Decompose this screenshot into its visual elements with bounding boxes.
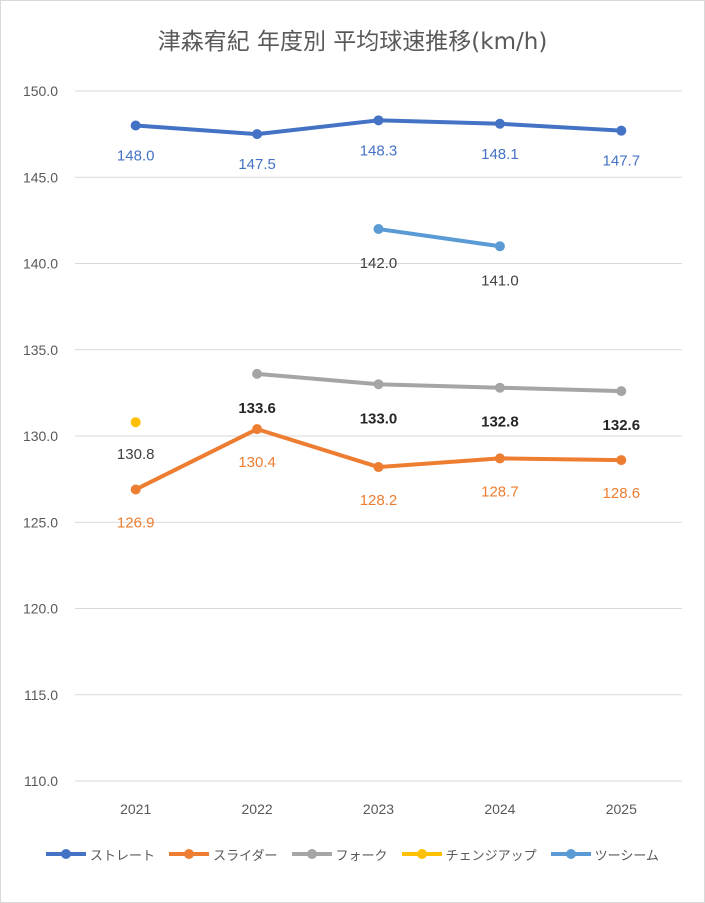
- data-point: [373, 115, 384, 126]
- series-line: [255, 371, 624, 394]
- series-1: [130, 424, 627, 495]
- data-point: [252, 129, 263, 140]
- data-label: 133.0: [360, 410, 398, 427]
- y-tick-label: 130.0: [23, 428, 58, 444]
- legend-label: スライダー: [213, 848, 278, 864]
- data-point: [252, 368, 263, 379]
- data-label: 141.0: [481, 272, 519, 289]
- data-point: [494, 382, 505, 393]
- y-tick-label: 150.0: [23, 83, 58, 99]
- y-tick-label: 110.0: [24, 773, 58, 789]
- data-point: [252, 424, 263, 435]
- x-tick-label: 2021: [120, 801, 151, 817]
- legend-item: ツーシーム: [550, 845, 659, 864]
- data-point: [373, 224, 384, 234]
- data-point: [616, 125, 627, 136]
- y-axis-ticks: 150.0 145.0 140.0 135.0 130.0 125.0 120.0 115.0…: [23, 83, 58, 789]
- data-point: [494, 241, 505, 252]
- data-point: [616, 386, 627, 397]
- legend-marker-icon: [291, 848, 332, 860]
- legend-marker-icon: [169, 848, 210, 860]
- x-axis-ticks: 2021 2022 2023 2024 2025: [120, 801, 637, 817]
- series-2: [252, 368, 627, 397]
- legend-marker-icon: [401, 848, 442, 860]
- x-tick-label: 2025: [606, 801, 637, 817]
- data-point: [494, 118, 505, 129]
- data-point: [616, 455, 627, 466]
- legend: ストレート スライダー フォーク チェンジアップ ツーシーム: [0, 842, 705, 866]
- y-tick-label: 120.0: [23, 601, 58, 617]
- data-label: 142.0: [360, 255, 398, 272]
- x-tick-label: 2023: [363, 801, 394, 817]
- y-tick-label: 140.0: [23, 256, 58, 272]
- series-3: [130, 417, 141, 428]
- legend-label: ストレート: [90, 848, 156, 864]
- data-point: [130, 417, 141, 428]
- data-label: 128.7: [481, 483, 519, 500]
- legend-marker-icon: [550, 848, 591, 860]
- legend-label: ツーシーム: [594, 848, 659, 864]
- data-labels: 148.0 147.5 148.3 148.1 147.7 126.9 130.4 128.2…: [117, 142, 640, 531]
- legend-label: チェンジアップ: [445, 848, 537, 864]
- data-point: [373, 462, 384, 473]
- legend-item: チェンジアップ: [401, 845, 537, 864]
- data-label: 147.5: [238, 156, 276, 173]
- data-label: 148.1: [481, 146, 519, 163]
- data-label: 132.6: [603, 417, 641, 434]
- legend-item: スライダー: [169, 845, 278, 864]
- y-tick-label: 135.0: [23, 342, 58, 358]
- series-4: [373, 224, 505, 252]
- y-tick-label: 125.0: [23, 514, 58, 530]
- data-label: 128.2: [360, 492, 398, 509]
- data-point: [373, 379, 384, 390]
- data-point: [494, 453, 505, 464]
- gridlines: [75, 90, 682, 782]
- data-label: 132.8: [481, 414, 519, 431]
- data-label: 147.7: [603, 153, 641, 170]
- x-tick-label: 2022: [242, 801, 273, 817]
- data-point: [130, 484, 141, 495]
- data-label: 148.3: [360, 142, 398, 159]
- data-label: 126.9: [117, 514, 155, 531]
- data-label: 133.6: [238, 400, 276, 417]
- series-line: [376, 227, 502, 249]
- y-tick-label: 145.0: [23, 169, 58, 185]
- data-point: [130, 120, 141, 131]
- x-tick-label: 2024: [484, 801, 515, 817]
- legend-item: フォーク: [291, 845, 388, 864]
- legend-item: ストレート: [46, 845, 155, 864]
- series-lines: [130, 115, 627, 495]
- data-label: 130.4: [238, 454, 276, 471]
- legend-marker-icon: [46, 848, 87, 860]
- chart-title: 津森宥紀 年度別 平均球速推移(km/h): [157, 29, 548, 55]
- series-line: [133, 427, 624, 492]
- y-tick-label: 115.0: [24, 687, 58, 703]
- data-label: 130.8: [117, 446, 155, 463]
- series-0: [130, 115, 627, 140]
- legend-label: フォーク: [335, 848, 388, 864]
- data-label: 128.6: [603, 485, 641, 502]
- data-label: 148.0: [117, 148, 155, 165]
